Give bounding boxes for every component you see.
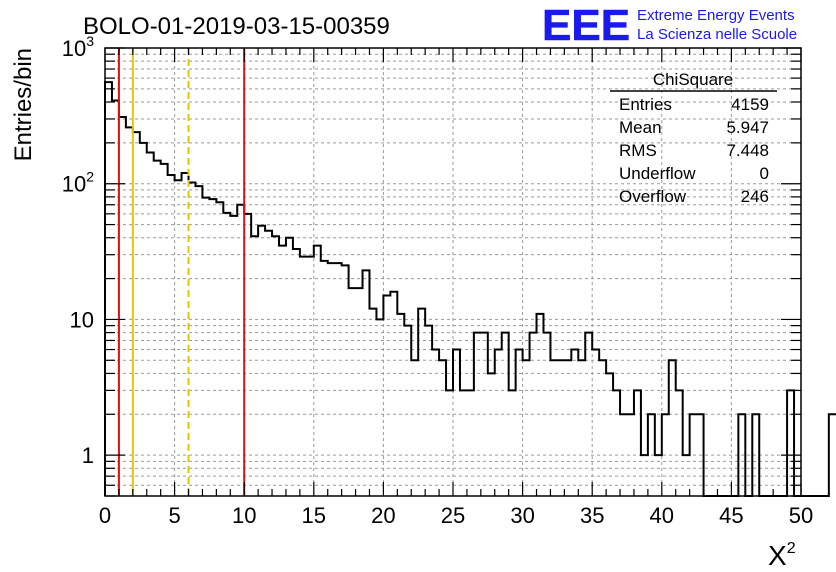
eee-logo: EEE Extreme Energy Events La Scienza nel… — [542, 1, 797, 51]
x-tick-label: 5 — [168, 503, 180, 528]
logo-line-1: Extreme Energy Events — [637, 7, 795, 24]
x-axis-label-symbol: X — [768, 540, 787, 571]
y-tick-label: 10 — [70, 307, 94, 332]
stats-rows: Entries 4159 Mean 5.947 RMS 7.448 Underflow 0 Ov… — [619, 95, 769, 206]
stats-box: ChiSquare Entries 4159 Mean 5.947 RMS 7.448 Un… — [610, 70, 777, 206]
y-tick-label-base: 1 — [82, 443, 94, 468]
stats-row-value: 5.947 — [726, 118, 769, 137]
y-tick-label-base: 10 — [62, 172, 86, 197]
x-tick-label: 35 — [580, 503, 604, 528]
x-axis-label: X2 — [768, 540, 796, 571]
stats-row-label: Mean — [619, 118, 662, 137]
stats-row-value: 7.448 — [726, 141, 769, 160]
x-tick-label: 25 — [441, 503, 465, 528]
stats-row-label: Entries — [619, 95, 672, 114]
stats-title: ChiSquare — [653, 70, 733, 89]
stats-row-value: 0 — [760, 164, 769, 183]
logo-line-2: La Scienza nelle Scuole — [637, 26, 797, 43]
grid-lines — [104, 47, 802, 497]
x-tick-label: 15 — [302, 503, 326, 528]
stats-row-label: Underflow — [619, 164, 696, 183]
y-axis-label: Entries/bin — [10, 48, 37, 161]
threshold-lines — [117, 48, 246, 496]
x-tick-label: 20 — [371, 503, 395, 528]
chart-title: BOLO-01-2019-03-15-00359 — [83, 13, 390, 40]
x-tick-label: 45 — [719, 503, 743, 528]
y-tick-label: 102 — [62, 169, 94, 197]
y-tick-label-exponent: 3 — [86, 33, 94, 49]
x-tick-label: 30 — [510, 503, 534, 528]
y-tick-label-base: 10 — [70, 307, 94, 332]
x-tick-labels: 0 5 10 15 20 25 30 35 40 45 50 — [99, 503, 813, 528]
y-tick-label: 103 — [62, 33, 94, 61]
x-tick-label: 40 — [650, 503, 674, 528]
x-tick-label: 50 — [789, 503, 813, 528]
x-axis-label-superscript: 2 — [787, 540, 796, 557]
stats-row-label: Overflow — [619, 187, 687, 206]
x-tick-label: 0 — [99, 503, 111, 528]
y-tick-label-exponent: 2 — [86, 169, 94, 185]
stats-row-label: RMS — [619, 141, 657, 160]
stats-row-value: 4159 — [731, 95, 769, 114]
stats-row-value: 246 — [741, 187, 769, 206]
eee-logo-mark: EEE — [542, 1, 630, 50]
axes — [104, 47, 802, 497]
x-tick-label: 10 — [232, 503, 256, 528]
y-tick-label-base: 10 — [62, 36, 86, 61]
y-tick-label: 1 — [82, 443, 94, 468]
